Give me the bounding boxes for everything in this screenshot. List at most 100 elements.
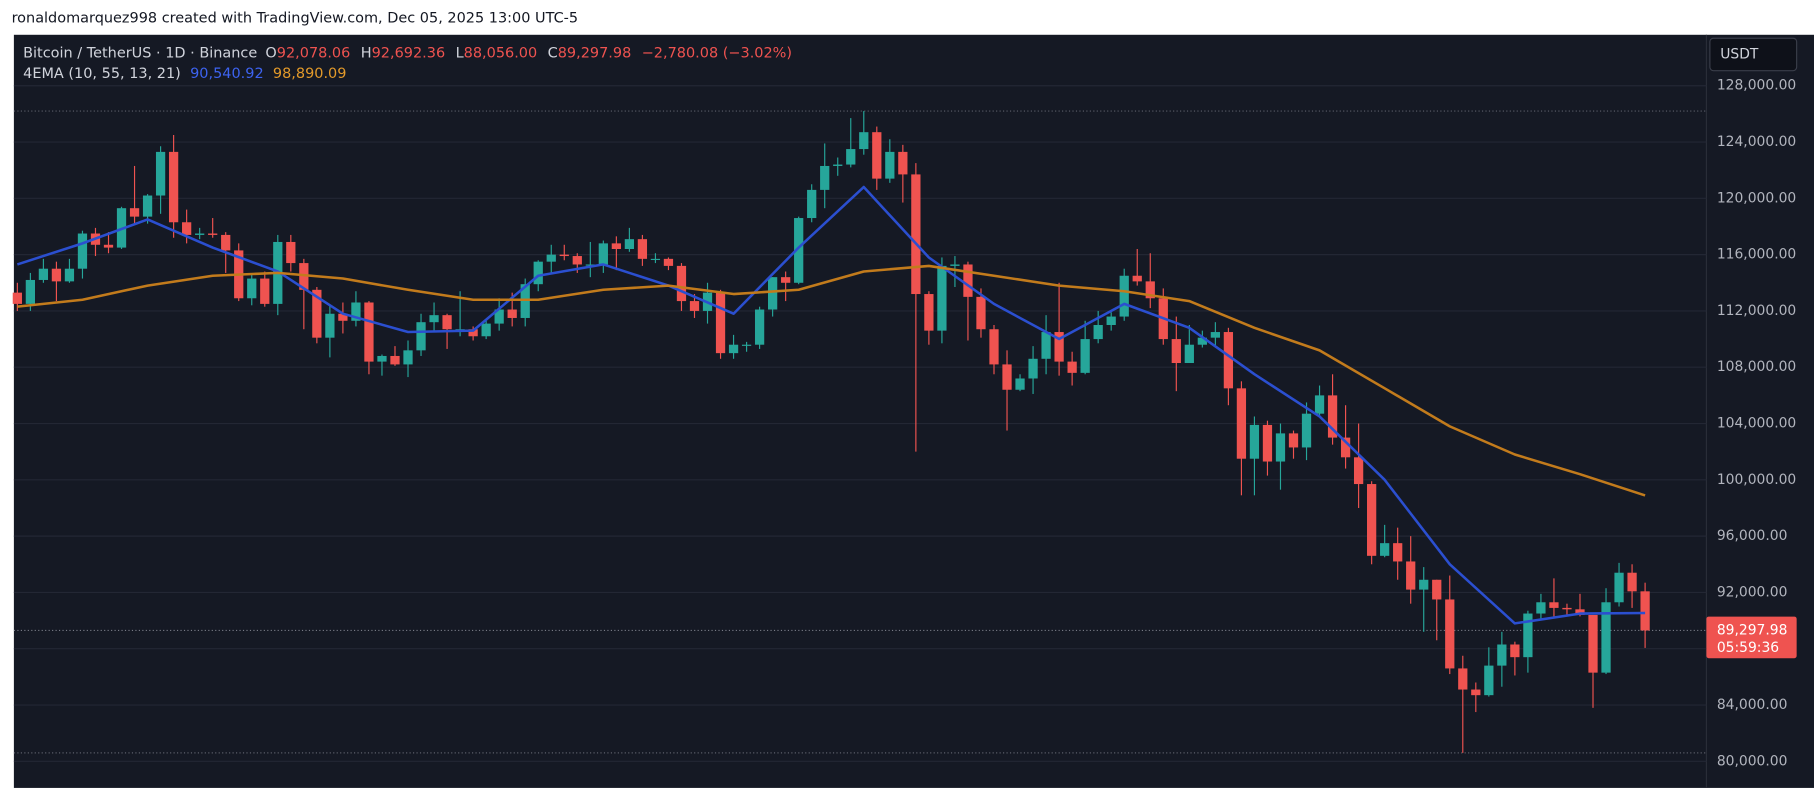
- chart-pane: [13, 34, 1814, 788]
- candle-body: [51, 268, 62, 282]
- candle-body: [429, 315, 439, 323]
- candle-body: [1223, 332, 1234, 389]
- candle-body: [1041, 332, 1051, 359]
- legend-line: Bitcoin / TetherUS · 1D · Binance O92,078…: [23, 45, 792, 61]
- y-tick-label: 96,000.00: [1717, 528, 1788, 544]
- grid: [13, 85, 1707, 762]
- y-tick-label: 112,000.00: [1717, 303, 1796, 319]
- candle-body: [1340, 437, 1351, 458]
- candle-body: [312, 289, 322, 338]
- candle-body: [989, 329, 999, 365]
- indicator-value: 98,890.09: [273, 66, 347, 82]
- candle-body: [559, 254, 569, 257]
- candle-body: [195, 233, 205, 235]
- candle-body: [507, 309, 517, 318]
- candle-body: [898, 151, 908, 175]
- y-tick-label: 116,000.00: [1717, 247, 1796, 263]
- candle-body: [1314, 395, 1325, 414]
- candle-body: [416, 322, 426, 351]
- indicator-value: 90,540.92: [190, 66, 264, 82]
- candle-body: [794, 218, 804, 283]
- candle-body: [546, 254, 556, 262]
- ohlc-key: H: [361, 45, 372, 61]
- currency-button[interactable]: [1709, 37, 1798, 72]
- candle-body: [155, 151, 166, 196]
- candle-body: [1327, 395, 1338, 438]
- last-price-tag: [1706, 616, 1797, 659]
- candle-body: [937, 265, 947, 331]
- candle-body: [338, 313, 348, 321]
- candle-body: [390, 355, 400, 365]
- ohlc-value: 92,078.06: [277, 45, 351, 61]
- candle-body: [676, 265, 687, 302]
- ohlc-key: L: [456, 45, 464, 61]
- ohlc-key: C: [548, 45, 558, 61]
- candle-body: [247, 278, 257, 299]
- candle-body: [1210, 332, 1220, 338]
- candle-body: [1067, 361, 1077, 373]
- candle-body: [25, 279, 36, 304]
- attribution: ronaldomarquez998 created with TradingVi…: [12, 11, 579, 27]
- candle-body: [611, 243, 621, 250]
- indicator-label: 4EMA (10, 55, 13, 21): [23, 66, 181, 82]
- candle-body: [1601, 602, 1611, 673]
- candle-body: [1536, 602, 1546, 614]
- candle-body: [129, 208, 140, 217]
- candle-body: [64, 268, 75, 282]
- y-tick-label: 92,000.00: [1717, 584, 1788, 600]
- candle-body: [260, 278, 270, 304]
- candle-body: [442, 315, 452, 330]
- candle-body: [1054, 332, 1064, 362]
- ohlc-value: 88,056.00: [464, 45, 538, 61]
- candle-body: [168, 151, 179, 223]
- candle-body: [351, 302, 361, 321]
- candle-body: [1588, 614, 1598, 673]
- candle-body: [963, 264, 973, 297]
- candle-body: [325, 313, 335, 338]
- y-tick-label: 84,000.00: [1717, 697, 1788, 713]
- candle-body: [1445, 599, 1455, 669]
- candle-body: [1432, 579, 1442, 600]
- candle-body: [1249, 424, 1260, 459]
- candle-body: [1132, 275, 1142, 282]
- candle-body: [846, 149, 856, 165]
- ohlc-value: 92,692.36: [372, 45, 446, 61]
- candle-body: [1367, 484, 1377, 556]
- candle-body: [1301, 413, 1312, 448]
- candle-body: [182, 222, 192, 235]
- candle-body: [286, 241, 296, 264]
- candle-body: [1119, 275, 1129, 317]
- candle-body: [924, 294, 934, 331]
- candle-body: [494, 309, 504, 324]
- candle-body: [403, 350, 413, 365]
- candle-body: [585, 264, 595, 266]
- candle-body: [624, 239, 635, 250]
- candle-body: [1288, 433, 1299, 448]
- plot: [12, 111, 1650, 753]
- candle-body: [741, 344, 752, 346]
- candle-body: [1028, 358, 1038, 379]
- candle-body: [221, 234, 231, 251]
- candle-body: [1471, 689, 1481, 696]
- overlay: 80,000.0084,000.0088,000.0092,000.0096,0…: [23, 45, 1797, 769]
- candle-body: [976, 296, 986, 330]
- candle-body: [663, 258, 674, 266]
- candle-body: [142, 195, 153, 217]
- candle-body: [1484, 665, 1494, 696]
- candle-body: [1562, 607, 1572, 610]
- candle-body: [208, 233, 218, 235]
- candle-body: [377, 355, 387, 362]
- ema-line: [17, 264, 1646, 497]
- y-tick-label: 104,000.00: [1717, 416, 1796, 432]
- candle-body: [1080, 339, 1090, 373]
- y-tick-label: 108,000.00: [1717, 359, 1796, 375]
- candle-body: [1614, 572, 1624, 603]
- candle-body: [1145, 281, 1155, 299]
- candle-body: [1106, 316, 1116, 326]
- y-tick-label: 100,000.00: [1717, 472, 1796, 488]
- candle-body: [1353, 457, 1364, 485]
- candle-body: [872, 132, 882, 179]
- candle-body: [468, 329, 478, 337]
